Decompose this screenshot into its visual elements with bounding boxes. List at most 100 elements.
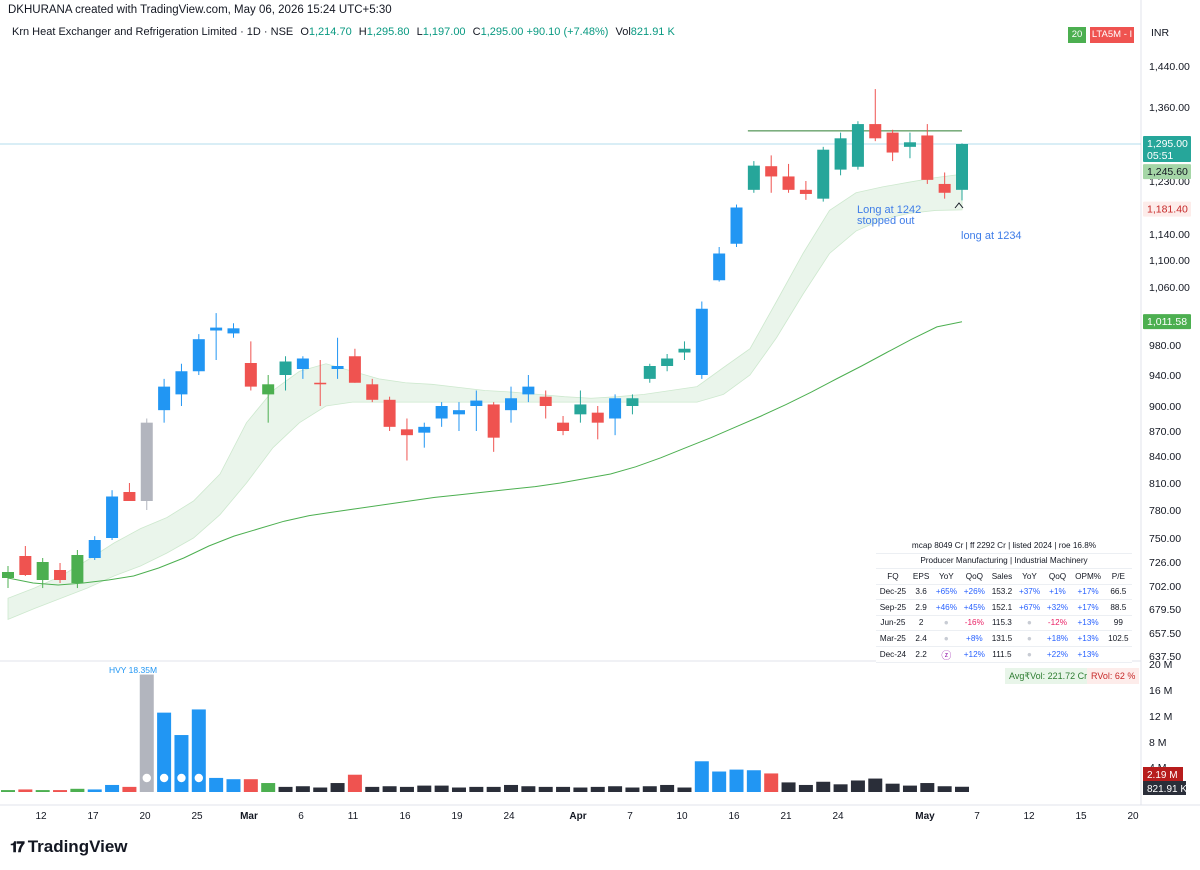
price-tick-label: 940.00: [1149, 370, 1181, 382]
volume-bar: [486, 786, 501, 792]
volume-bar: [53, 790, 68, 792]
candle-body: [834, 138, 847, 170]
fund-cell: -16%: [960, 615, 989, 631]
volume-tick-label: 8 M: [1149, 737, 1167, 749]
fund-cell: 131.5: [988, 630, 1016, 647]
candle-body: [643, 366, 656, 379]
volume-bar: [469, 786, 484, 792]
volume-bar: [850, 780, 865, 792]
fund-cell: +26%: [960, 584, 989, 600]
candle-body: [227, 328, 240, 334]
volume-bar: [87, 789, 102, 792]
last-price-label-countdown: 05:51: [1147, 150, 1173, 162]
vol-red-label: 2.19 M: [1147, 770, 1178, 781]
volume-bar: [677, 787, 692, 792]
candle-body: [123, 492, 136, 501]
volume-bar: [764, 773, 779, 792]
price-tick-label: 900.00: [1149, 401, 1181, 413]
fund-header: YoY: [932, 568, 961, 585]
close-label: C: [472, 26, 481, 38]
candle-body: [210, 327, 223, 331]
ema-price-label-bg: [1143, 164, 1191, 180]
volume-bar: [278, 786, 293, 792]
candle-body: [331, 366, 344, 369]
hvy-volume-label: HVY 18.35M: [109, 665, 157, 675]
volume-bar: [625, 787, 640, 792]
indicator-badge-lta[interactable]: LTA5M - I: [1090, 27, 1134, 43]
change-value: +90.10 (+7.48%): [526, 26, 609, 38]
fund-row: Jun-25 2 ● -16% 115.3 ● -12% +13% 99: [876, 615, 1132, 631]
time-tick-label: Apr: [569, 811, 586, 822]
price-tick-label: 980.00: [1149, 340, 1181, 352]
candle-body: [591, 412, 604, 423]
time-tick-label: 20: [139, 811, 151, 822]
time-tick-label: 24: [832, 811, 844, 822]
candle-body: [348, 356, 361, 383]
candle-body: [851, 124, 864, 167]
fund-row: Sep-25 2.9 +46% +45% 152.1 +67% +32% +17…: [876, 599, 1132, 616]
fund-cell: +13%: [1071, 630, 1105, 647]
volume-bar: [608, 786, 623, 792]
lightning-icon[interactable]: ⓩ: [932, 646, 961, 663]
moving-average-line: [7, 321, 963, 586]
volume-bar: [434, 785, 449, 792]
tradingview-logo-text: TradingView: [27, 837, 128, 856]
currency-label[interactable]: INR: [1151, 27, 1170, 39]
fund-cell: 115.3: [988, 615, 1016, 631]
tradingview-logo[interactable]: 𝟏𝟕 TradingView: [10, 837, 128, 857]
volume-bar: [660, 784, 675, 792]
price-tick-label: 1,440.00: [1149, 61, 1190, 73]
fund-cell: 66.5: [1104, 584, 1132, 600]
candle-body: [383, 399, 396, 427]
volume-bar: [313, 787, 328, 792]
indicator-badge-20[interactable]: 20: [1068, 27, 1086, 43]
volume-bar: [833, 784, 848, 792]
fund-dot-icon: ●: [932, 630, 961, 647]
volume-bar: [521, 786, 536, 792]
candle-body: [140, 422, 153, 501]
candle-body: [279, 361, 292, 375]
volume-bar: [399, 786, 414, 792]
annotation-long-1234: long at 1234: [961, 230, 1022, 242]
fund-cell: 153.2: [988, 584, 1016, 600]
volume-bar: [955, 786, 969, 792]
candle-body: [903, 142, 916, 147]
fund-cell: Mar-25: [876, 630, 910, 647]
fund-cell: 3.6: [909, 584, 933, 600]
candle-body: [661, 358, 674, 366]
candle-body: [19, 556, 32, 575]
rvol-label: RVol: 62 %: [1087, 668, 1140, 684]
price-tick-label: 810.00: [1149, 478, 1181, 490]
fund-cell: +37%: [1015, 584, 1044, 600]
candle-body: [539, 396, 552, 406]
volume-bar: [209, 777, 224, 792]
volume-bar: [295, 786, 310, 792]
candle-body: [765, 166, 778, 177]
volume-bar: [226, 779, 241, 792]
candle-body: [175, 371, 188, 395]
time-tick-label: 19: [451, 811, 463, 822]
candle-body: [296, 358, 309, 369]
candle-body: [487, 404, 500, 438]
ma-price-label-bg: [1143, 314, 1191, 330]
candle-body: [192, 339, 205, 372]
candle-body: [730, 207, 743, 244]
time-tick-label: 21: [780, 811, 792, 822]
candle-body: [938, 183, 951, 193]
ema-price-label: 1,245.60: [1147, 166, 1188, 178]
fund-cell: +22%: [1043, 646, 1072, 663]
volume-bar: [556, 786, 571, 792]
last-price-label-bg: [1143, 136, 1191, 162]
volume-bar: [105, 784, 120, 792]
time-tick-label: 25: [191, 811, 203, 822]
volume-bar: [18, 789, 33, 792]
candle-body: [505, 398, 518, 411]
volume-bar: [902, 785, 917, 792]
candle-body: [71, 555, 84, 583]
volume-bar: [347, 774, 362, 792]
volume-value: 821.91 K: [630, 26, 675, 38]
fund-header: P/E: [1104, 568, 1132, 585]
candle-body: [695, 308, 708, 375]
fund-cell: 2.9: [909, 599, 933, 616]
